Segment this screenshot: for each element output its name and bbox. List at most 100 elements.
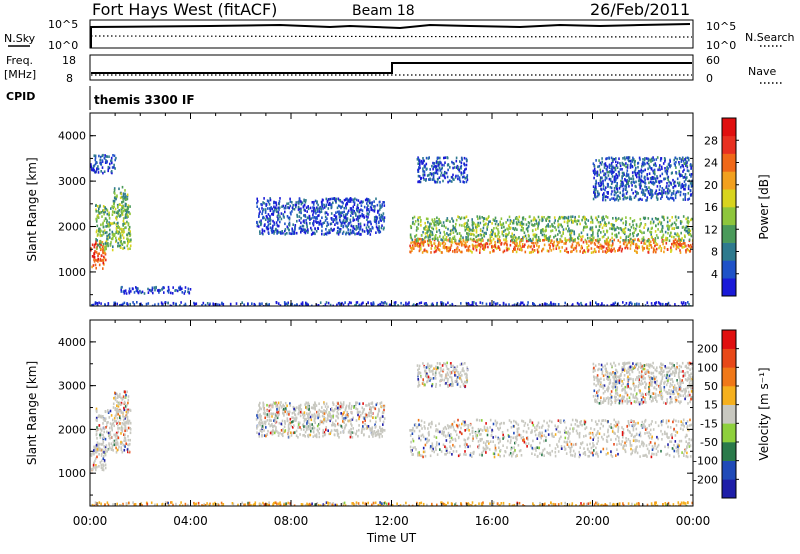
range-gate-cell [684,188,686,191]
range-gate-cell [174,289,176,292]
range-gate-cell [646,239,649,243]
range-gate-cell [127,450,129,454]
range-gate-cell [424,303,427,306]
range-gate-cell [571,243,574,246]
range-gate-cell [409,250,411,254]
range-gate-cell [687,216,689,220]
range-gate-cell [545,224,548,228]
range-gate-cell [293,230,296,234]
range-gate-cell [314,434,316,437]
range-gate-cell [117,420,120,424]
range-gate-cell [684,227,687,230]
range-gate-cell [449,179,451,183]
range-gate-cell [275,430,277,433]
range-gate-cell [596,190,599,193]
range-gate-cell [108,416,111,419]
range-gate-cell [680,231,682,235]
range-gate-cell [569,234,572,237]
range-gate-cell [518,248,521,251]
range-gate-cell [126,197,129,201]
range-gate-cell [654,172,656,176]
range-gate-cell [284,228,287,231]
range-gate-cell [119,416,121,419]
range-gate-cell [496,235,498,238]
range-gate-cell [335,211,337,214]
range-gate-cell [100,211,103,214]
range-gate-cell [642,180,645,184]
range-gate-cell [107,235,109,239]
range-gate-cell [335,201,337,204]
range-gate-cell [488,242,491,246]
range-gate-cell [277,302,280,305]
range-gate-cell [345,224,347,228]
range-gate-cell [657,301,660,304]
range-gate-cell [689,243,692,247]
range-gate-cell [111,446,114,449]
range-gate-cell [112,232,115,236]
range-gate-cell [605,215,607,218]
range-gate-cell [101,234,103,237]
range-gate-cell [512,237,515,240]
range-gate-cell [380,432,382,436]
range-gate-cell [610,164,613,167]
range-gate-cell [352,216,354,220]
range-gate-cell [541,215,543,219]
range-gate-cell [286,215,289,218]
range-gate-cell [455,156,458,160]
range-gate-cell [104,231,107,235]
range-gate-cell [674,232,676,235]
range-gate-cell [682,246,684,249]
range-gate-cell [266,199,269,202]
range-gate-cell [359,227,362,230]
range-gate-cell [589,226,592,230]
range-gate-cell [279,220,281,224]
range-gate-cell [509,243,512,247]
range-gate-cell [376,226,379,230]
range-gate-cell [536,222,538,225]
range-gate-cell [687,222,690,225]
range-gate-cell [356,411,359,414]
range-gate-cell [531,241,533,245]
range-gate-cell [514,235,516,239]
range-gate-cell [377,211,379,214]
range-gate-cell [655,158,658,161]
range-gate-cell [366,212,368,215]
range-gate-cell [125,410,128,414]
range-gate-cell [421,242,423,246]
range-gate-cell [435,224,437,227]
range-gate-cell [609,227,611,230]
range-gate-cell [325,197,328,201]
range-gate-cell [438,217,440,221]
range-gate-cell [537,250,539,254]
range-gate-cell [654,237,657,240]
range-gate-cell [122,200,125,203]
range-gate-cell [291,302,293,306]
range-gate-cell [449,304,452,306]
range-gate-cell [119,196,122,200]
range-gate-cell [329,419,331,423]
range-gate-cell [376,430,378,434]
range-gate-cell [126,233,129,236]
range-gate-cell [115,446,117,450]
range-gate-cell [358,233,361,236]
range-gate-cell [345,231,348,235]
range-gate-cell [447,233,450,237]
range-gate-cell [316,200,318,203]
range-gate-cell [171,292,174,295]
range-gate-cell [592,169,595,173]
range-gate-cell [650,177,653,181]
range-gate-cell [497,228,499,231]
range-gate-cell [433,221,435,225]
range-gate-cell [108,232,111,236]
range-gate-cell [639,229,641,233]
range-gate-cell [342,303,345,306]
range-gate-cell [674,164,676,167]
range-gate-cell [94,242,97,246]
range-gate-cell [464,168,466,171]
range-gate-cell [580,247,582,250]
range-gate-cell [516,228,518,231]
range-gate-cell [682,157,684,161]
range-gate-cell [382,201,384,204]
range-gate-cell [99,155,102,159]
range-gate-cell [506,244,508,247]
